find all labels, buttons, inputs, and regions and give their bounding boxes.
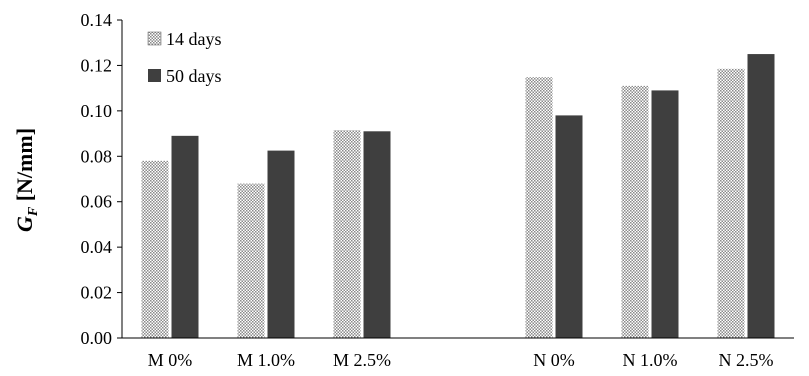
bars <box>141 54 775 339</box>
legend-swatch-50-days <box>148 69 161 82</box>
legend-label-14-days: 14 days <box>166 29 222 49</box>
bar-14-days-N-2-5- <box>717 68 745 338</box>
bar-14-days-M-0- <box>141 160 169 338</box>
y-tick-label: 0.08 <box>81 146 113 166</box>
y-tick-label: 0.02 <box>81 283 113 303</box>
bar-14-days-M-1-0- <box>237 183 265 338</box>
x-axis-ticks: M 0% M 1.0% M 2.5% N 0% N 1.0% N 2.5% <box>148 350 774 370</box>
y-tick-label: 0.00 <box>81 328 113 348</box>
bar-14-days-N-0- <box>525 77 553 339</box>
y-tick-label: 0.12 <box>81 55 113 75</box>
legend-swatch-14-days <box>147 31 162 46</box>
y-tick-label: 0.04 <box>81 237 113 257</box>
x-tick-label: M 2.5% <box>333 350 391 370</box>
x-tick-label: N 2.5% <box>719 350 774 370</box>
bar-50-days-M-0- <box>171 135 199 338</box>
y-tick-label: 0.10 <box>81 101 113 121</box>
bar-50-days-M-1-0- <box>267 150 295 338</box>
y-tick-label: 0.06 <box>81 192 113 212</box>
legend: 14 days 50 days <box>147 29 222 86</box>
bar-50-days-N-1-0- <box>651 90 679 339</box>
x-tick-label: M 0% <box>148 350 193 370</box>
y-axis-ticks: 0.00 0.02 0.04 0.06 0.08 0.10 0.12 0.14 <box>81 10 122 348</box>
legend-label-50-days: 50 days <box>166 66 222 86</box>
bar-50-days-N-0- <box>555 115 583 339</box>
bar-14-days-M-2-5- <box>333 130 361 338</box>
y-tick-label: 0.14 <box>81 10 113 30</box>
x-tick-label: N 1.0% <box>623 350 678 370</box>
y-axis-label: GF [N/mm] <box>12 128 41 232</box>
bar-50-days-N-2-5- <box>747 54 775 338</box>
x-tick-label: M 1.0% <box>237 350 295 370</box>
bar-50-days-M-2-5- <box>363 131 391 338</box>
x-tick-label: N 0% <box>533 350 575 370</box>
bar-14-days-N-1-0- <box>621 85 649 338</box>
